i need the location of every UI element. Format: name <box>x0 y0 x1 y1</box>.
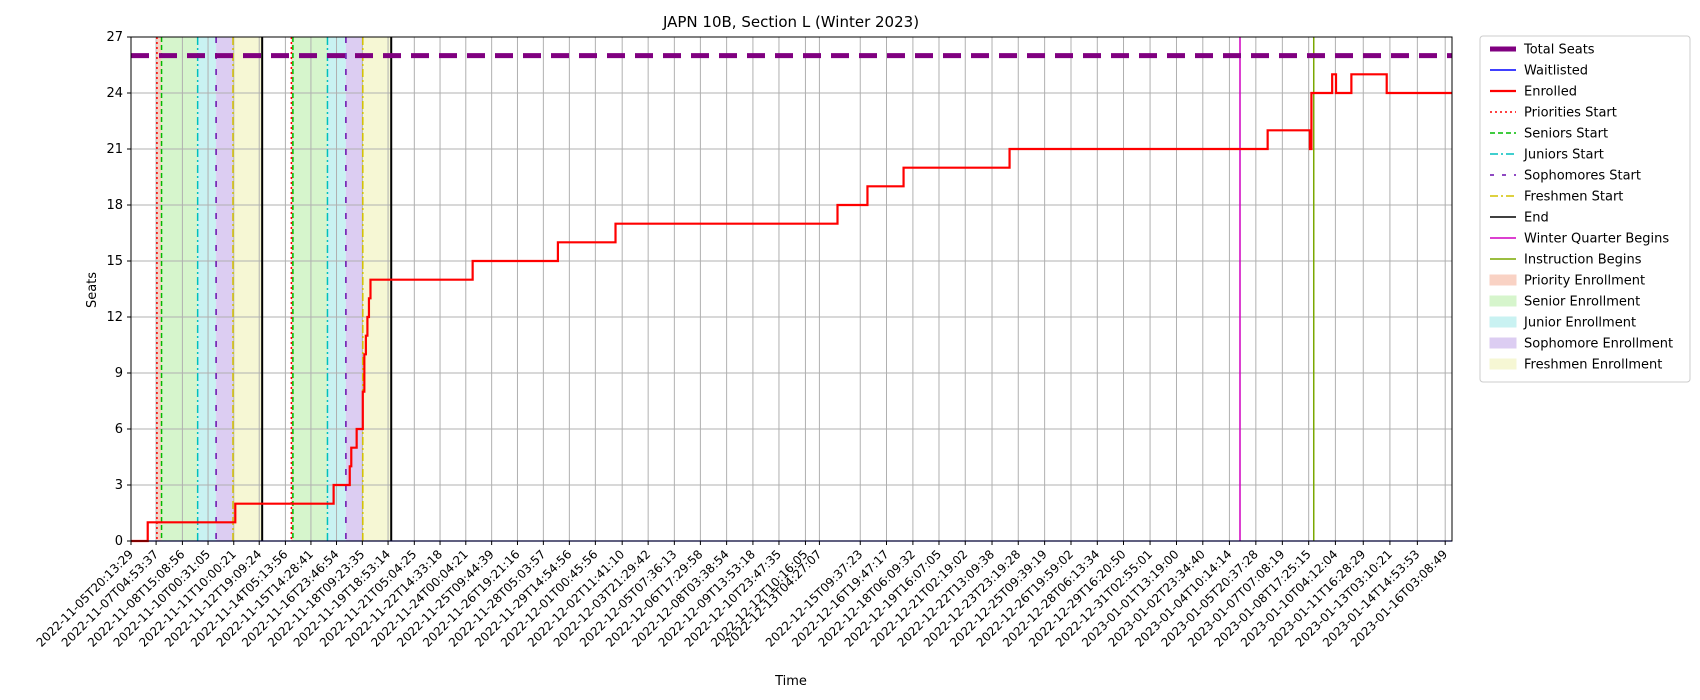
legend-label: Sophomore Enrollment <box>1524 337 1673 352</box>
legend-label: Senior Enrollment <box>1524 295 1640 310</box>
y-tick-label: 0 <box>115 534 123 549</box>
y-axis-label: Seats <box>85 272 100 308</box>
y-tick-label: 12 <box>106 310 123 325</box>
x-axis-label: Time <box>774 674 807 689</box>
plot-frame <box>130 36 1453 542</box>
region-3-1 <box>345 37 363 541</box>
chart-title: JAPN 10B, Section L (Winter 2023) <box>662 13 919 31</box>
legend-label: Winter Quarter Begins <box>1524 232 1669 247</box>
series-line-2 <box>131 73 1452 543</box>
y-tick-label: 27 <box>106 30 123 45</box>
phase-markers <box>156 37 1315 541</box>
region-0-1 <box>291 37 293 541</box>
legend-box <box>1479 35 1691 383</box>
y-tick-label: 3 <box>115 478 123 493</box>
legend-label: End <box>1524 211 1549 226</box>
legend-swatch <box>1489 295 1517 307</box>
y-tick-label: 18 <box>106 198 123 213</box>
legend-label: Seniors Start <box>1524 127 1608 142</box>
enrollment-regions <box>156 37 392 541</box>
legend-label: Junior Enrollment <box>1523 316 1636 331</box>
legend-label: Enrolled <box>1524 85 1577 100</box>
legend-label: Sophomores Start <box>1524 169 1641 184</box>
y-tick-label: 6 <box>115 422 123 437</box>
legend-swatch <box>1489 358 1517 370</box>
legend-swatch <box>1489 337 1517 349</box>
x-axis: 2022-11-05T20:13:292022-11-07T04:53:3720… <box>34 541 1450 650</box>
region-1-0 <box>161 37 198 541</box>
y-tick-label: 9 <box>115 366 123 381</box>
legend-swatch <box>1489 316 1517 328</box>
legend-label: Freshmen Enrollment <box>1524 358 1662 373</box>
y-axis: 0 3 6 9 12 15 18 21 24 27 <box>106 30 131 549</box>
region-0-0 <box>156 37 162 541</box>
y-tick-label: 24 <box>106 86 123 101</box>
region-1-1 <box>292 37 328 541</box>
region-3-0 <box>216 37 233 541</box>
legend-label: Freshmen Start <box>1524 190 1623 205</box>
legend-label: Total Seats <box>1523 43 1595 58</box>
legend-label: Waitlisted <box>1524 64 1588 79</box>
legend-swatch <box>1489 274 1517 286</box>
legend-label: Priority Enrollment <box>1524 274 1645 289</box>
legend-label: Priorities Start <box>1524 106 1617 121</box>
region-2-0 <box>197 37 217 541</box>
region-4-0 <box>232 37 263 541</box>
region-4-1 <box>362 37 392 541</box>
legend-label: Instruction Begins <box>1524 253 1642 268</box>
y-tick-label: 15 <box>106 254 123 269</box>
legend: Total Seats Waitlisted Enrolled Priorities … <box>1479 35 1691 383</box>
y-tick-label: 21 <box>106 142 123 157</box>
legend-label: Juniors Start <box>1523 148 1604 163</box>
